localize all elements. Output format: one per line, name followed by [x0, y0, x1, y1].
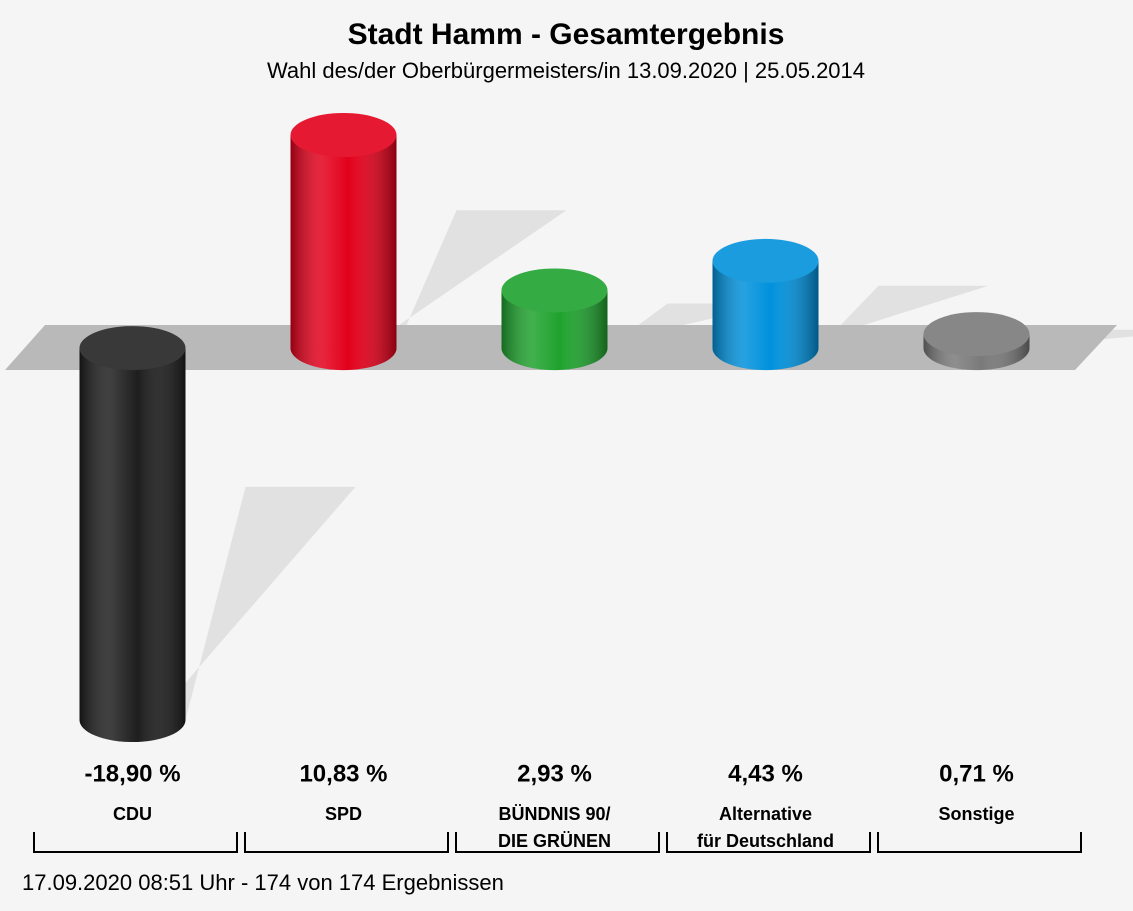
- value-label: 0,71 %: [939, 760, 1014, 787]
- value-label: 2,93 %: [517, 760, 592, 787]
- bar-top: [79, 326, 186, 371]
- bar-shade: [79, 348, 186, 720]
- bar-top: [501, 268, 608, 313]
- x-tick-label: CDU: [113, 804, 152, 824]
- footer: 17.09.2020 08:51 Uhr - 174 von 174 Ergeb…: [22, 870, 504, 895]
- x-tick-label: Alternative für Deutschland: [697, 804, 834, 851]
- x-tick-label: BÜNDNIS 90/DIE GRÜNEN: [498, 804, 611, 851]
- category-bracket: [33, 832, 238, 853]
- bar-top-light: [79, 326, 186, 371]
- category-bracket: [877, 832, 1082, 853]
- value-label: 4,43 %: [728, 760, 803, 787]
- bar-shade: [290, 135, 397, 349]
- x-tick-label: SPD: [325, 804, 362, 824]
- bar-shadow: [818, 285, 989, 349]
- category-bracket: [455, 832, 660, 853]
- value-label: 10,83 %: [299, 760, 387, 787]
- bar-top-light: [501, 268, 608, 313]
- x-tick-label: Sonstige: [938, 804, 1014, 824]
- category-bracket: [666, 832, 871, 853]
- bar-shadow: [185, 486, 356, 720]
- bar-top-light: [923, 312, 1030, 357]
- bar-top-light: [712, 238, 819, 283]
- bar-shadow: [396, 210, 567, 349]
- bar-top: [290, 113, 397, 157]
- bar-top-light: [290, 113, 397, 157]
- bar-top: [923, 312, 1030, 357]
- chart-subtitle: Wahl des/der Oberbürgermeisters/in 13.09…: [267, 58, 865, 83]
- category-bracket: [244, 832, 449, 853]
- chart-title: Stadt Hamm - Gesamtergebnis: [348, 18, 785, 51]
- value-label: -18,90 %: [84, 760, 180, 787]
- bar-top: [712, 238, 819, 283]
